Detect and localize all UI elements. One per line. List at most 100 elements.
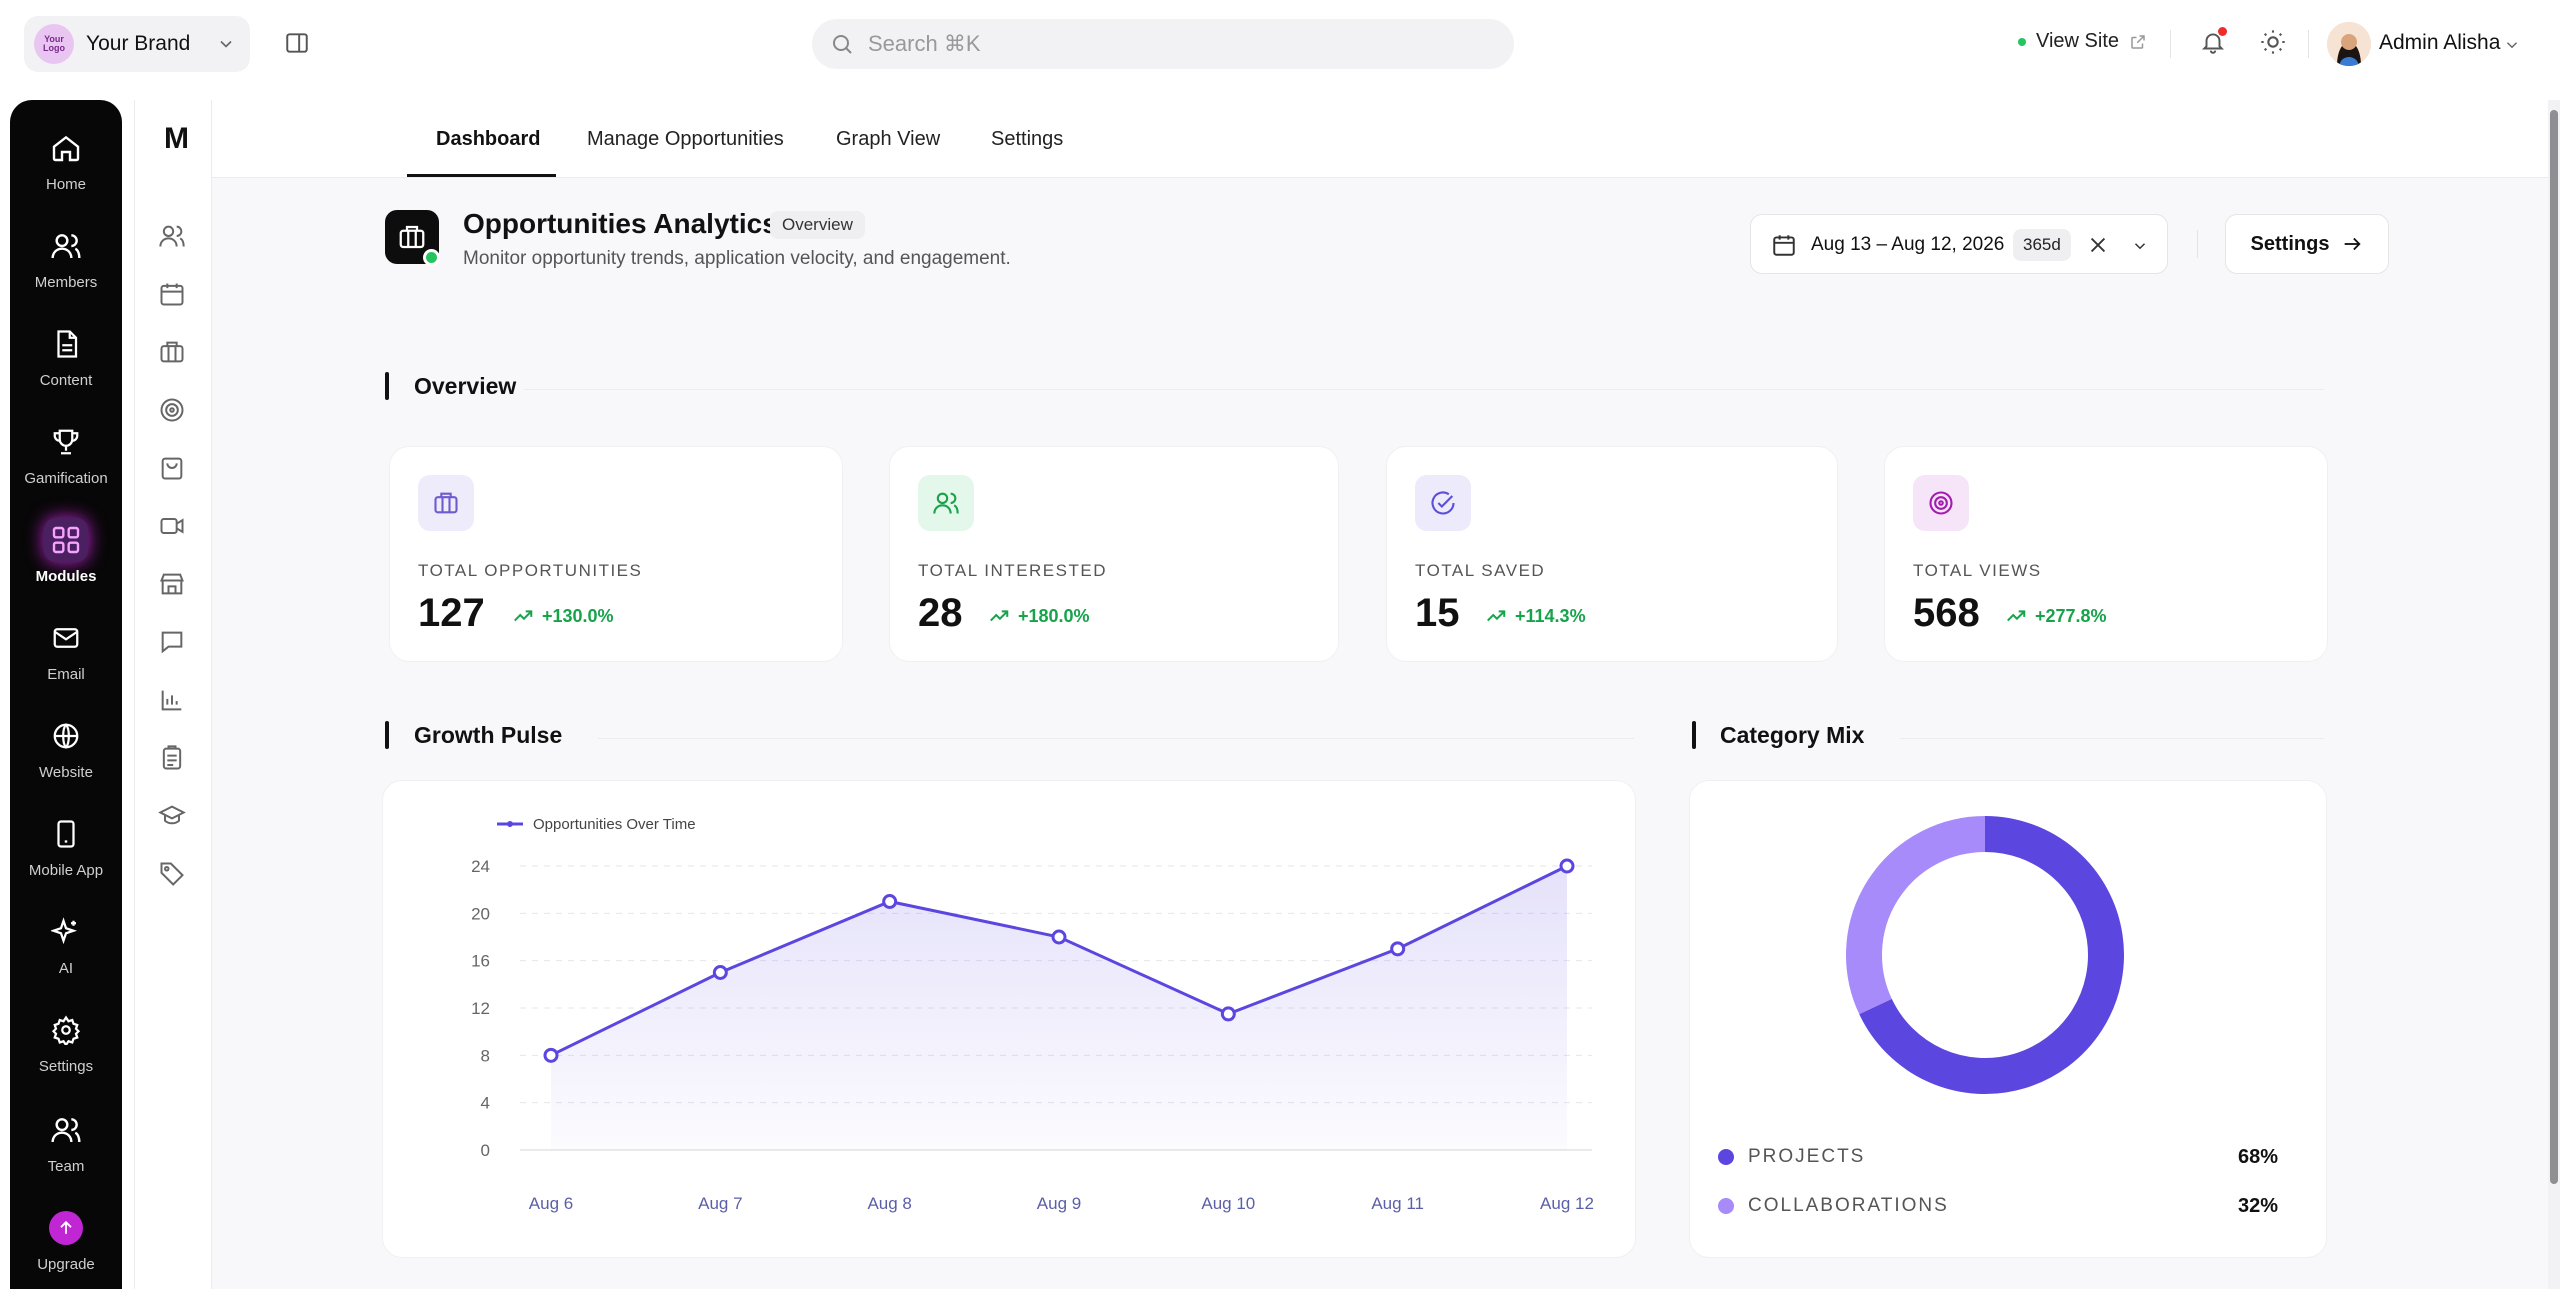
sidebar-item-upgrade[interactable]: Upgrade (10, 1206, 122, 1273)
top-bar: Your Logo Your Brand Search ⌘K View Site… (0, 0, 2560, 88)
shopping-bag-icon[interactable] (158, 454, 186, 482)
sidebar-item-label: Home (45, 176, 86, 193)
data-point[interactable] (1559, 858, 1575, 874)
chevron-down-icon[interactable] (2503, 36, 2521, 54)
tag-icon[interactable] (158, 860, 186, 888)
sidebar-item-label: Gamification (24, 470, 108, 487)
upgrade-icon (44, 1206, 88, 1250)
theme-toggle-icon[interactable] (2259, 28, 2287, 56)
sidebar-item-home[interactable]: Home (10, 126, 122, 193)
stat-delta-text: +130.0% (542, 605, 614, 626)
video-icon[interactable] (158, 512, 186, 540)
sidebar-item-website[interactable]: Website (10, 714, 122, 781)
close-icon[interactable] (2087, 234, 2109, 256)
page-title: Opportunities Analytics (463, 208, 778, 239)
section-title-growth: Growth Pulse (414, 722, 563, 748)
y-tick-label: 20 (471, 904, 490, 923)
x-tick-label: Aug 10 (1201, 1194, 1255, 1213)
x-tick-label: Aug 8 (867, 1194, 911, 1213)
calendar-icon[interactable] (158, 280, 186, 308)
stat-value: 568 (1913, 591, 1980, 635)
chat-icon[interactable] (158, 628, 186, 656)
stat-delta: +114.3% (1485, 605, 1586, 627)
sidebar-item-mobile-app[interactable]: Mobile App (10, 812, 122, 879)
search-placeholder: Search ⌘K (868, 31, 981, 56)
data-point[interactable] (1051, 929, 1067, 945)
sidebar-item-label: Email (47, 666, 85, 683)
x-tick-label: Aug 11 (1371, 1194, 1424, 1213)
legend-marker (507, 821, 513, 827)
line-chart: 0 4 8 12 16 20 24 Aug 6 Aug 7 Aug 8 Aug 9 Aug 10 Aug… (471, 821, 1594, 1213)
stat-delta: +277.8% (2005, 605, 2107, 627)
active-tab-indicator (407, 174, 556, 177)
bell-icon[interactable] (2200, 28, 2226, 56)
sidebar-item-members[interactable]: Members (10, 224, 122, 291)
stat-card-views: TOTAL VIEWS 568 +277.8% (1884, 446, 2328, 662)
view-site-link[interactable]: View Site (2018, 30, 2147, 53)
donut-slice-projects[interactable] (1859, 816, 2124, 1094)
store-icon[interactable] (158, 570, 186, 598)
status-dot (423, 249, 440, 266)
section-marker (385, 721, 389, 749)
sidebar-item-team[interactable]: Team (10, 1108, 122, 1175)
user-name[interactable]: Admin Alisha (2379, 31, 2501, 54)
page-subtitle: Monitor opportunity trends, application … (463, 248, 1011, 269)
tab-bar (212, 100, 2548, 178)
scrollbar-thumb[interactable] (2550, 110, 2558, 1184)
stat-value: 127 (418, 591, 485, 635)
stat-value: 28 (918, 591, 963, 635)
briefcase-icon[interactable] (158, 338, 186, 366)
stat-delta: +130.0% (512, 605, 614, 627)
legend-swatch (1718, 1198, 1734, 1214)
content-icon (44, 322, 88, 366)
chevron-down-icon (216, 34, 236, 54)
sidebar-item-gamification[interactable]: Gamification (10, 420, 122, 487)
sidebar-toggle-icon[interactable] (284, 30, 310, 56)
legend-item-projects: PROJECTS (1718, 1146, 1865, 1168)
sidebar-item-settings[interactable]: Settings (10, 1008, 122, 1075)
divider (2170, 30, 2171, 58)
tab-graph-view[interactable]: Graph View (836, 128, 941, 150)
y-tick-label: 0 (481, 1141, 490, 1160)
sidebar-item-modules[interactable]: Modules (10, 518, 122, 585)
section-title-category: Category Mix (1720, 722, 1865, 748)
data-point[interactable] (543, 1047, 559, 1063)
settings-button-label: Settings (2250, 232, 2330, 255)
sidebar-item-ai[interactable]: AI (10, 910, 122, 977)
sidebar-item-label: Upgrade (37, 1256, 95, 1273)
view-site-label: View Site (2036, 30, 2120, 52)
settings-button[interactable]: Settings (2225, 214, 2389, 274)
brand-switcher[interactable]: Your Logo Your Brand (24, 16, 250, 72)
data-point[interactable] (1390, 941, 1406, 957)
legend-label: COLLABORATIONS (1748, 1195, 1949, 1216)
target-icon[interactable] (158, 396, 186, 424)
globe-icon (44, 714, 88, 758)
search-input[interactable]: Search ⌘K (812, 19, 1514, 69)
clipboard-icon[interactable] (158, 744, 186, 772)
tab-dashboard[interactable]: Dashboard (436, 128, 541, 150)
avatar[interactable] (2327, 22, 2371, 66)
bar-chart-icon[interactable] (158, 686, 186, 714)
date-range-picker[interactable]: Aug 13 – Aug 12, 2026 365d (1750, 214, 2168, 274)
y-tick-label: 4 (481, 1094, 490, 1113)
data-point[interactable] (1220, 1006, 1236, 1022)
graduation-cap-icon[interactable] (158, 802, 186, 830)
tab-settings[interactable]: Settings (991, 128, 1064, 150)
brand-name: Your Brand (86, 32, 191, 55)
data-point[interactable] (712, 965, 728, 980)
section-marker (385, 372, 389, 400)
sidebar-item-content[interactable]: Content (10, 322, 122, 389)
donut-slice-collaborations[interactable] (1846, 816, 1986, 1015)
notification-dot (2218, 27, 2227, 36)
chevron-down-icon[interactable] (2131, 237, 2149, 255)
sidebar-item-email[interactable]: Email (10, 616, 122, 683)
sidebar-item-label: Content (39, 372, 93, 389)
trophy-icon (44, 420, 88, 464)
external-link-icon (2129, 33, 2147, 51)
legend-swatch (1718, 1149, 1734, 1165)
tab-manage-opportunities[interactable]: Manage Opportunities (587, 128, 784, 150)
users-icon[interactable] (158, 222, 186, 250)
stat-label: TOTAL SAVED (1415, 561, 1546, 580)
data-point[interactable] (882, 894, 898, 909)
legend-item-collaborations: COLLABORATIONS (1718, 1195, 1949, 1217)
